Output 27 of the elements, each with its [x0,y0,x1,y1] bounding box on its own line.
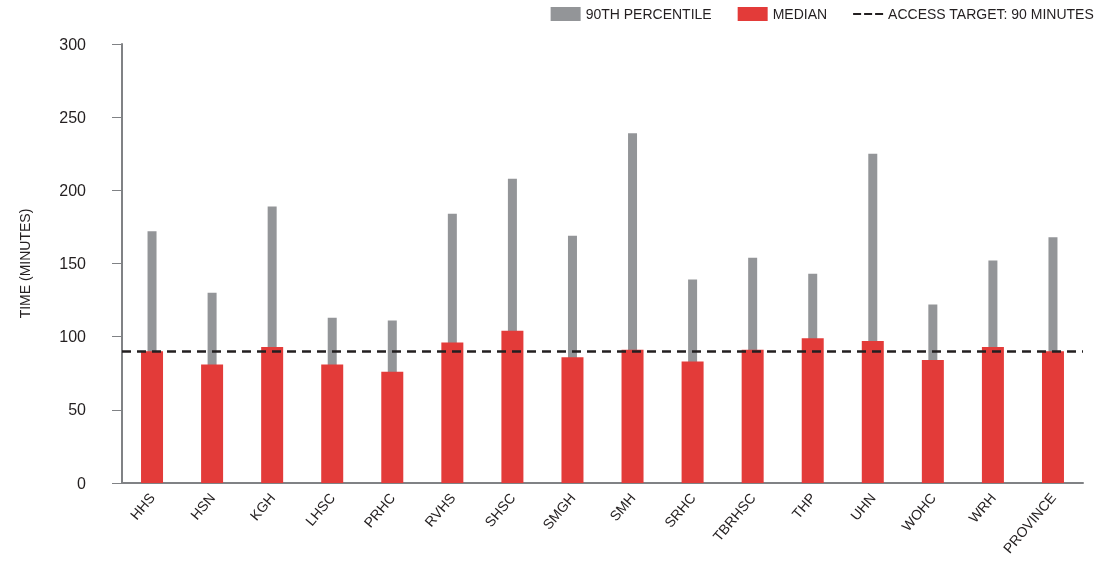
bar [381,371,404,483]
bar [681,361,704,483]
bar [861,341,884,483]
bar [981,346,1004,483]
bar [441,342,464,483]
bar [201,364,224,483]
bar [141,351,164,483]
bar [1041,351,1064,483]
legend-label: MEDIAN [772,6,828,22]
bar [621,349,644,483]
bar [261,346,284,483]
y-tick-label: 300 [59,35,87,53]
legend-label: 90TH PERCENTILE [585,6,712,22]
bar [321,364,344,483]
y-tick-label: 150 [59,255,87,272]
bar [921,360,944,483]
bar [801,338,824,483]
y-tick-label: 50 [68,401,87,419]
bar [561,357,584,483]
y-tick-label: 250 [59,108,87,126]
y-axis-title: TIME (MINUTES) [17,208,33,319]
y-tick-label: 200 [59,181,87,199]
y-tick-label: 0 [77,474,87,492]
bar [501,330,524,483]
legend-label: ACCESS TARGET: 90 MINUTES [888,6,1094,22]
y-tick-label: 100 [59,328,87,346]
bar [741,349,764,483]
